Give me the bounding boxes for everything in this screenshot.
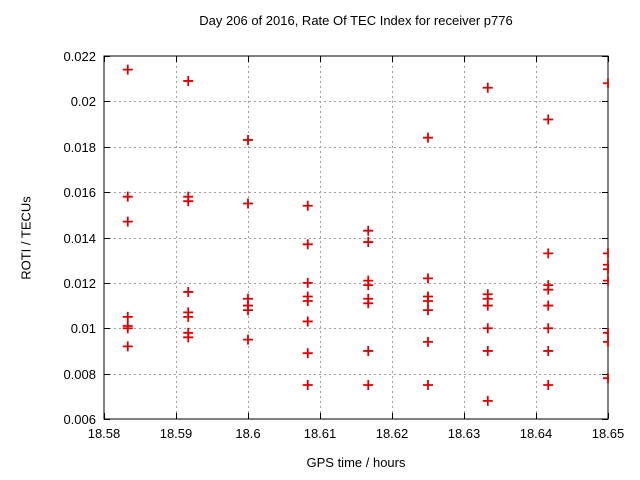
data-points bbox=[122, 64, 609, 406]
data-point-marker bbox=[543, 284, 554, 295]
chart-title: Day 206 of 2016, Rate Of TEC Index for r… bbox=[199, 13, 513, 28]
y-tick-label: 0.008 bbox=[63, 366, 96, 382]
y-tick-label: 0.02 bbox=[70, 94, 96, 110]
data-point-marker bbox=[363, 280, 374, 291]
plot-frame bbox=[103, 55, 609, 420]
y-tick-label: 0.022 bbox=[63, 49, 96, 64]
y-tick-label: 0.018 bbox=[63, 139, 96, 155]
data-point-marker bbox=[243, 198, 253, 209]
data-point-marker bbox=[302, 348, 313, 359]
data-point-marker bbox=[482, 300, 493, 311]
data-point-marker bbox=[183, 196, 194, 207]
tick-marks bbox=[104, 56, 609, 420]
data-point-marker bbox=[243, 134, 253, 145]
y-tick-label: 0.016 bbox=[63, 185, 96, 201]
x-tick-label: 18.64 bbox=[519, 426, 553, 441]
data-point-marker bbox=[122, 341, 133, 352]
data-point-marker bbox=[363, 379, 374, 390]
x-tick-label: 18.65 bbox=[591, 426, 625, 441]
data-point-marker bbox=[363, 345, 374, 356]
data-point-marker bbox=[243, 305, 253, 316]
x-tick-label: 18.62 bbox=[375, 426, 409, 441]
data-point-marker bbox=[543, 248, 554, 259]
x-tick-label: 18.58 bbox=[87, 426, 121, 441]
data-point-marker bbox=[243, 334, 253, 345]
data-point-marker bbox=[122, 64, 133, 75]
data-point-marker bbox=[183, 311, 194, 322]
data-point-marker bbox=[302, 239, 313, 250]
data-point-marker bbox=[423, 305, 433, 316]
data-point-marker bbox=[363, 237, 374, 248]
data-point-marker bbox=[363, 225, 374, 236]
data-point-marker bbox=[603, 78, 609, 89]
data-point-marker bbox=[482, 82, 493, 93]
data-point-marker bbox=[302, 296, 313, 307]
y-tick-label: 0.01 bbox=[70, 321, 96, 337]
x-tick-label: 18.59 bbox=[159, 426, 193, 441]
y-tick-label: 0.014 bbox=[63, 230, 96, 246]
data-point-marker bbox=[423, 336, 433, 347]
data-point-marker bbox=[122, 311, 133, 322]
data-point-marker bbox=[302, 379, 313, 390]
data-point-marker bbox=[482, 345, 493, 356]
y-tick-label: 0.006 bbox=[63, 412, 96, 427]
data-point-marker bbox=[423, 132, 433, 143]
gridlines bbox=[104, 56, 608, 419]
data-point-marker bbox=[302, 316, 313, 327]
data-point-marker bbox=[183, 332, 194, 343]
data-point-marker bbox=[423, 296, 433, 307]
data-point-marker bbox=[603, 264, 609, 275]
data-point-marker bbox=[543, 323, 554, 334]
data-point-marker bbox=[603, 248, 609, 259]
data-point-marker bbox=[543, 114, 554, 125]
x-tick-label: 18.63 bbox=[447, 426, 481, 441]
data-point-marker bbox=[482, 323, 493, 334]
x-axis-title: GPS time / hours bbox=[306, 455, 406, 470]
data-point-marker bbox=[302, 200, 313, 211]
data-point-marker bbox=[183, 286, 194, 297]
data-point-marker bbox=[482, 395, 493, 406]
data-point-marker bbox=[122, 216, 133, 227]
y-tick-label: 0.012 bbox=[63, 275, 96, 291]
data-point-marker bbox=[543, 345, 554, 356]
data-point-marker bbox=[122, 323, 133, 334]
data-point-marker bbox=[183, 75, 194, 86]
data-point-marker bbox=[302, 277, 313, 288]
x-tick-label: 18.6 bbox=[235, 426, 261, 441]
data-point-marker bbox=[603, 327, 609, 338]
data-point-marker bbox=[423, 273, 433, 284]
data-point-marker bbox=[603, 275, 609, 286]
data-point-marker bbox=[543, 379, 554, 390]
x-tick-label: 18.61 bbox=[303, 426, 337, 441]
data-point-marker bbox=[423, 379, 433, 390]
data-point-marker bbox=[122, 191, 133, 202]
data-point-marker bbox=[363, 298, 374, 309]
data-point-marker bbox=[543, 300, 554, 311]
data-point-marker bbox=[603, 373, 609, 384]
data-point-marker bbox=[603, 336, 609, 347]
